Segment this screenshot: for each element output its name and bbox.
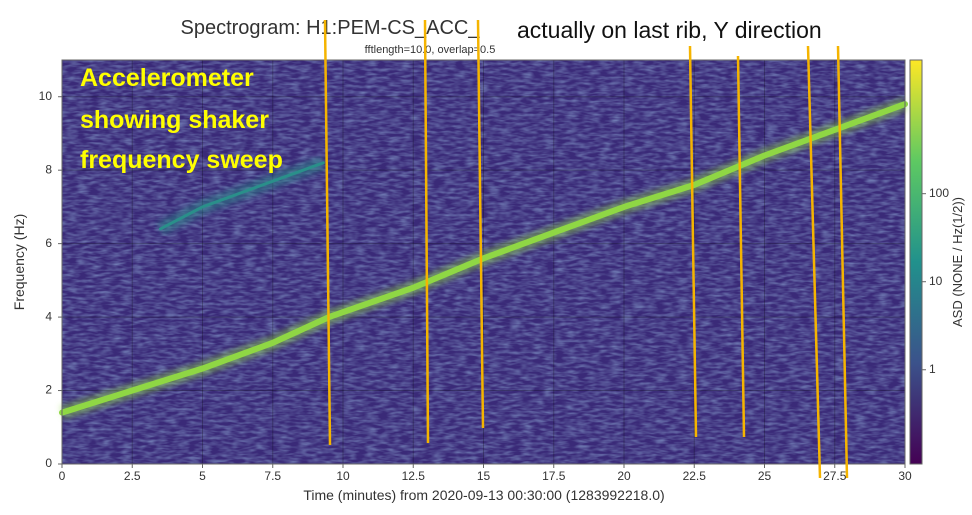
y-tick-label: 8 <box>45 162 52 176</box>
marks <box>59 60 908 465</box>
colorbar-tick-label: 1 <box>929 362 936 376</box>
chart-title: Spectrogram: H1:PEM-CS_ACC_ <box>181 17 481 39</box>
colorbar-label: ASD (NONE / Hz(1/2)) <box>950 197 965 327</box>
x-axis-label: Time (minutes) from 2020-09-13 00:30:00 … <box>303 487 664 503</box>
x-tick-label: 27.5 <box>823 469 847 483</box>
annotation: frequency sweep <box>80 146 283 174</box>
y-axis-label: Frequency (Hz) <box>11 214 27 310</box>
sweep-ridge <box>158 161 325 231</box>
x-tick-label: 10 <box>336 469 350 483</box>
annotation: Accelerometer <box>80 64 254 92</box>
annotation-line <box>836 45 849 479</box>
annotation-line <box>423 19 430 444</box>
x-tick-label: 30 <box>898 469 912 483</box>
annotation-line <box>476 19 485 429</box>
annotation-lines <box>323 19 849 479</box>
y-tick-label: 0 <box>45 456 52 470</box>
colorbar-tick-label: 10 <box>929 274 943 288</box>
annotation: actually on last rib, Y direction <box>517 17 822 43</box>
y-tick-label: 4 <box>45 309 52 323</box>
x-tick-label: 15 <box>477 469 491 483</box>
x-tick-label: 22.5 <box>683 469 707 483</box>
x-tick-label: 5 <box>199 469 206 483</box>
annotation-line <box>736 55 746 438</box>
x-tick-label: 25 <box>758 469 772 483</box>
annotation-line <box>688 45 698 438</box>
x-tick-label: 7.5 <box>264 469 281 483</box>
x-tick-label: 17.5 <box>542 469 566 483</box>
chart-subtitle: fftlength=10.0, overlap=0.5 <box>365 44 496 56</box>
x-tick-label: 2.5 <box>124 469 141 483</box>
y-tick-label: 2 <box>45 383 52 397</box>
x-tick-label: 12.5 <box>402 469 426 483</box>
colorbar <box>909 59 923 465</box>
colorbar-tick-label: 100 <box>929 186 949 200</box>
y-tick-label: 6 <box>45 236 52 250</box>
annotation-line <box>806 45 822 479</box>
annotation: showing shaker <box>80 106 269 134</box>
x-tick-label: 20 <box>617 469 631 483</box>
annotation-line <box>323 19 332 446</box>
y-tick-label: 10 <box>39 89 53 103</box>
x-tick-label: 0 <box>59 469 66 483</box>
annotation-box <box>505 14 890 46</box>
sweep-ridge <box>59 101 908 416</box>
